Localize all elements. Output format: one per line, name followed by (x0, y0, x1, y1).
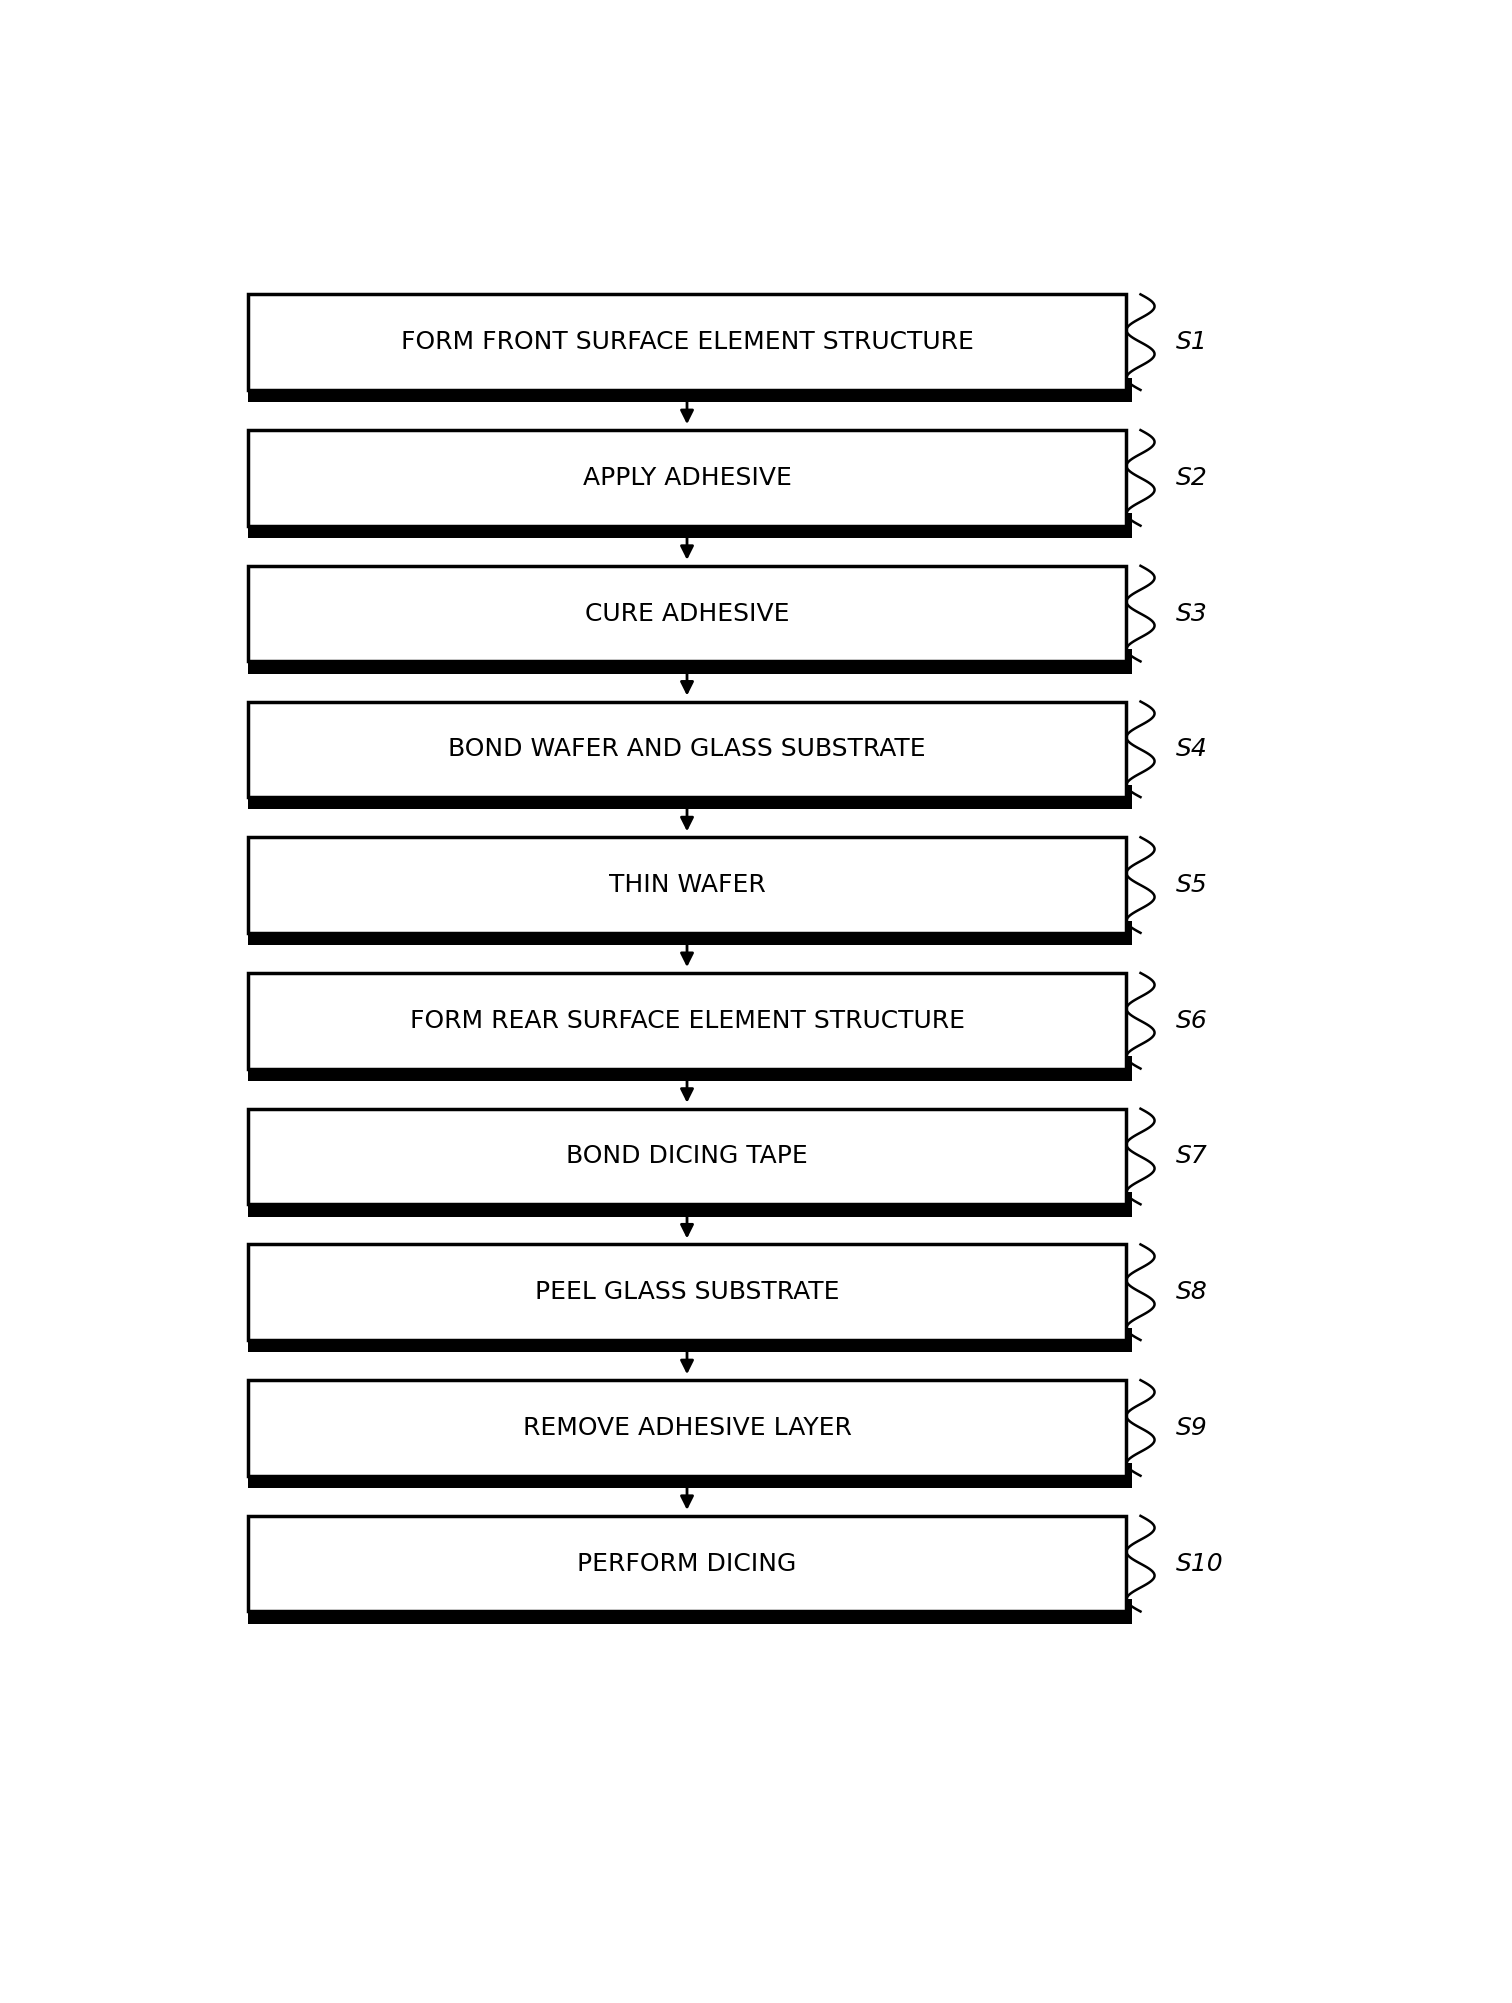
Text: CURE ADHESIVE: CURE ADHESIVE (585, 601, 789, 625)
Text: S3: S3 (1176, 601, 1208, 625)
Text: REMOVE ADHESIVE LAYER: REMOVE ADHESIVE LAYER (523, 1416, 851, 1440)
Text: PERFORM DICING: PERFORM DICING (578, 1552, 797, 1576)
Bar (248, 785, 1132, 809)
Bar (248, 1056, 1132, 1082)
Bar (248, 1598, 1132, 1624)
Text: PEEL GLASS SUBSTRATE: PEEL GLASS SUBSTRATE (535, 1280, 839, 1304)
Bar (248, 1192, 1132, 1216)
Bar (248, 513, 1132, 539)
Text: S9: S9 (1176, 1416, 1208, 1440)
Bar (248, 1516, 1126, 1612)
Text: S7: S7 (1176, 1144, 1208, 1168)
Bar (248, 1464, 1132, 1488)
Bar (248, 973, 1126, 1068)
Bar (248, 431, 1126, 525)
Text: FORM REAR SURFACE ELEMENT STRUCTURE: FORM REAR SURFACE ELEMENT STRUCTURE (410, 1010, 965, 1034)
Bar (248, 649, 1132, 673)
Text: S10: S10 (1176, 1552, 1223, 1576)
Text: S1: S1 (1176, 330, 1208, 355)
Bar (248, 565, 1126, 661)
Bar (248, 1328, 1132, 1352)
Bar (248, 1244, 1126, 1340)
Bar (248, 294, 1126, 391)
Text: S6: S6 (1176, 1010, 1208, 1034)
Bar (248, 837, 1126, 933)
Bar (248, 379, 1132, 403)
Bar (248, 701, 1126, 797)
Bar (248, 921, 1132, 945)
Text: S4: S4 (1176, 737, 1208, 761)
Text: BOND DICING TAPE: BOND DICING TAPE (565, 1144, 807, 1168)
Bar (248, 1110, 1126, 1204)
Text: S8: S8 (1176, 1280, 1208, 1304)
Bar (248, 1380, 1126, 1476)
Text: THIN WAFER: THIN WAFER (609, 873, 765, 897)
Text: BOND WAFER AND GLASS SUBSTRATE: BOND WAFER AND GLASS SUBSTRATE (448, 737, 925, 761)
Text: FORM FRONT SURFACE ELEMENT STRUCTURE: FORM FRONT SURFACE ELEMENT STRUCTURE (401, 330, 974, 355)
Text: S2: S2 (1176, 467, 1208, 491)
Text: APPLY ADHESIVE: APPLY ADHESIVE (582, 467, 791, 491)
Text: S5: S5 (1176, 873, 1208, 897)
